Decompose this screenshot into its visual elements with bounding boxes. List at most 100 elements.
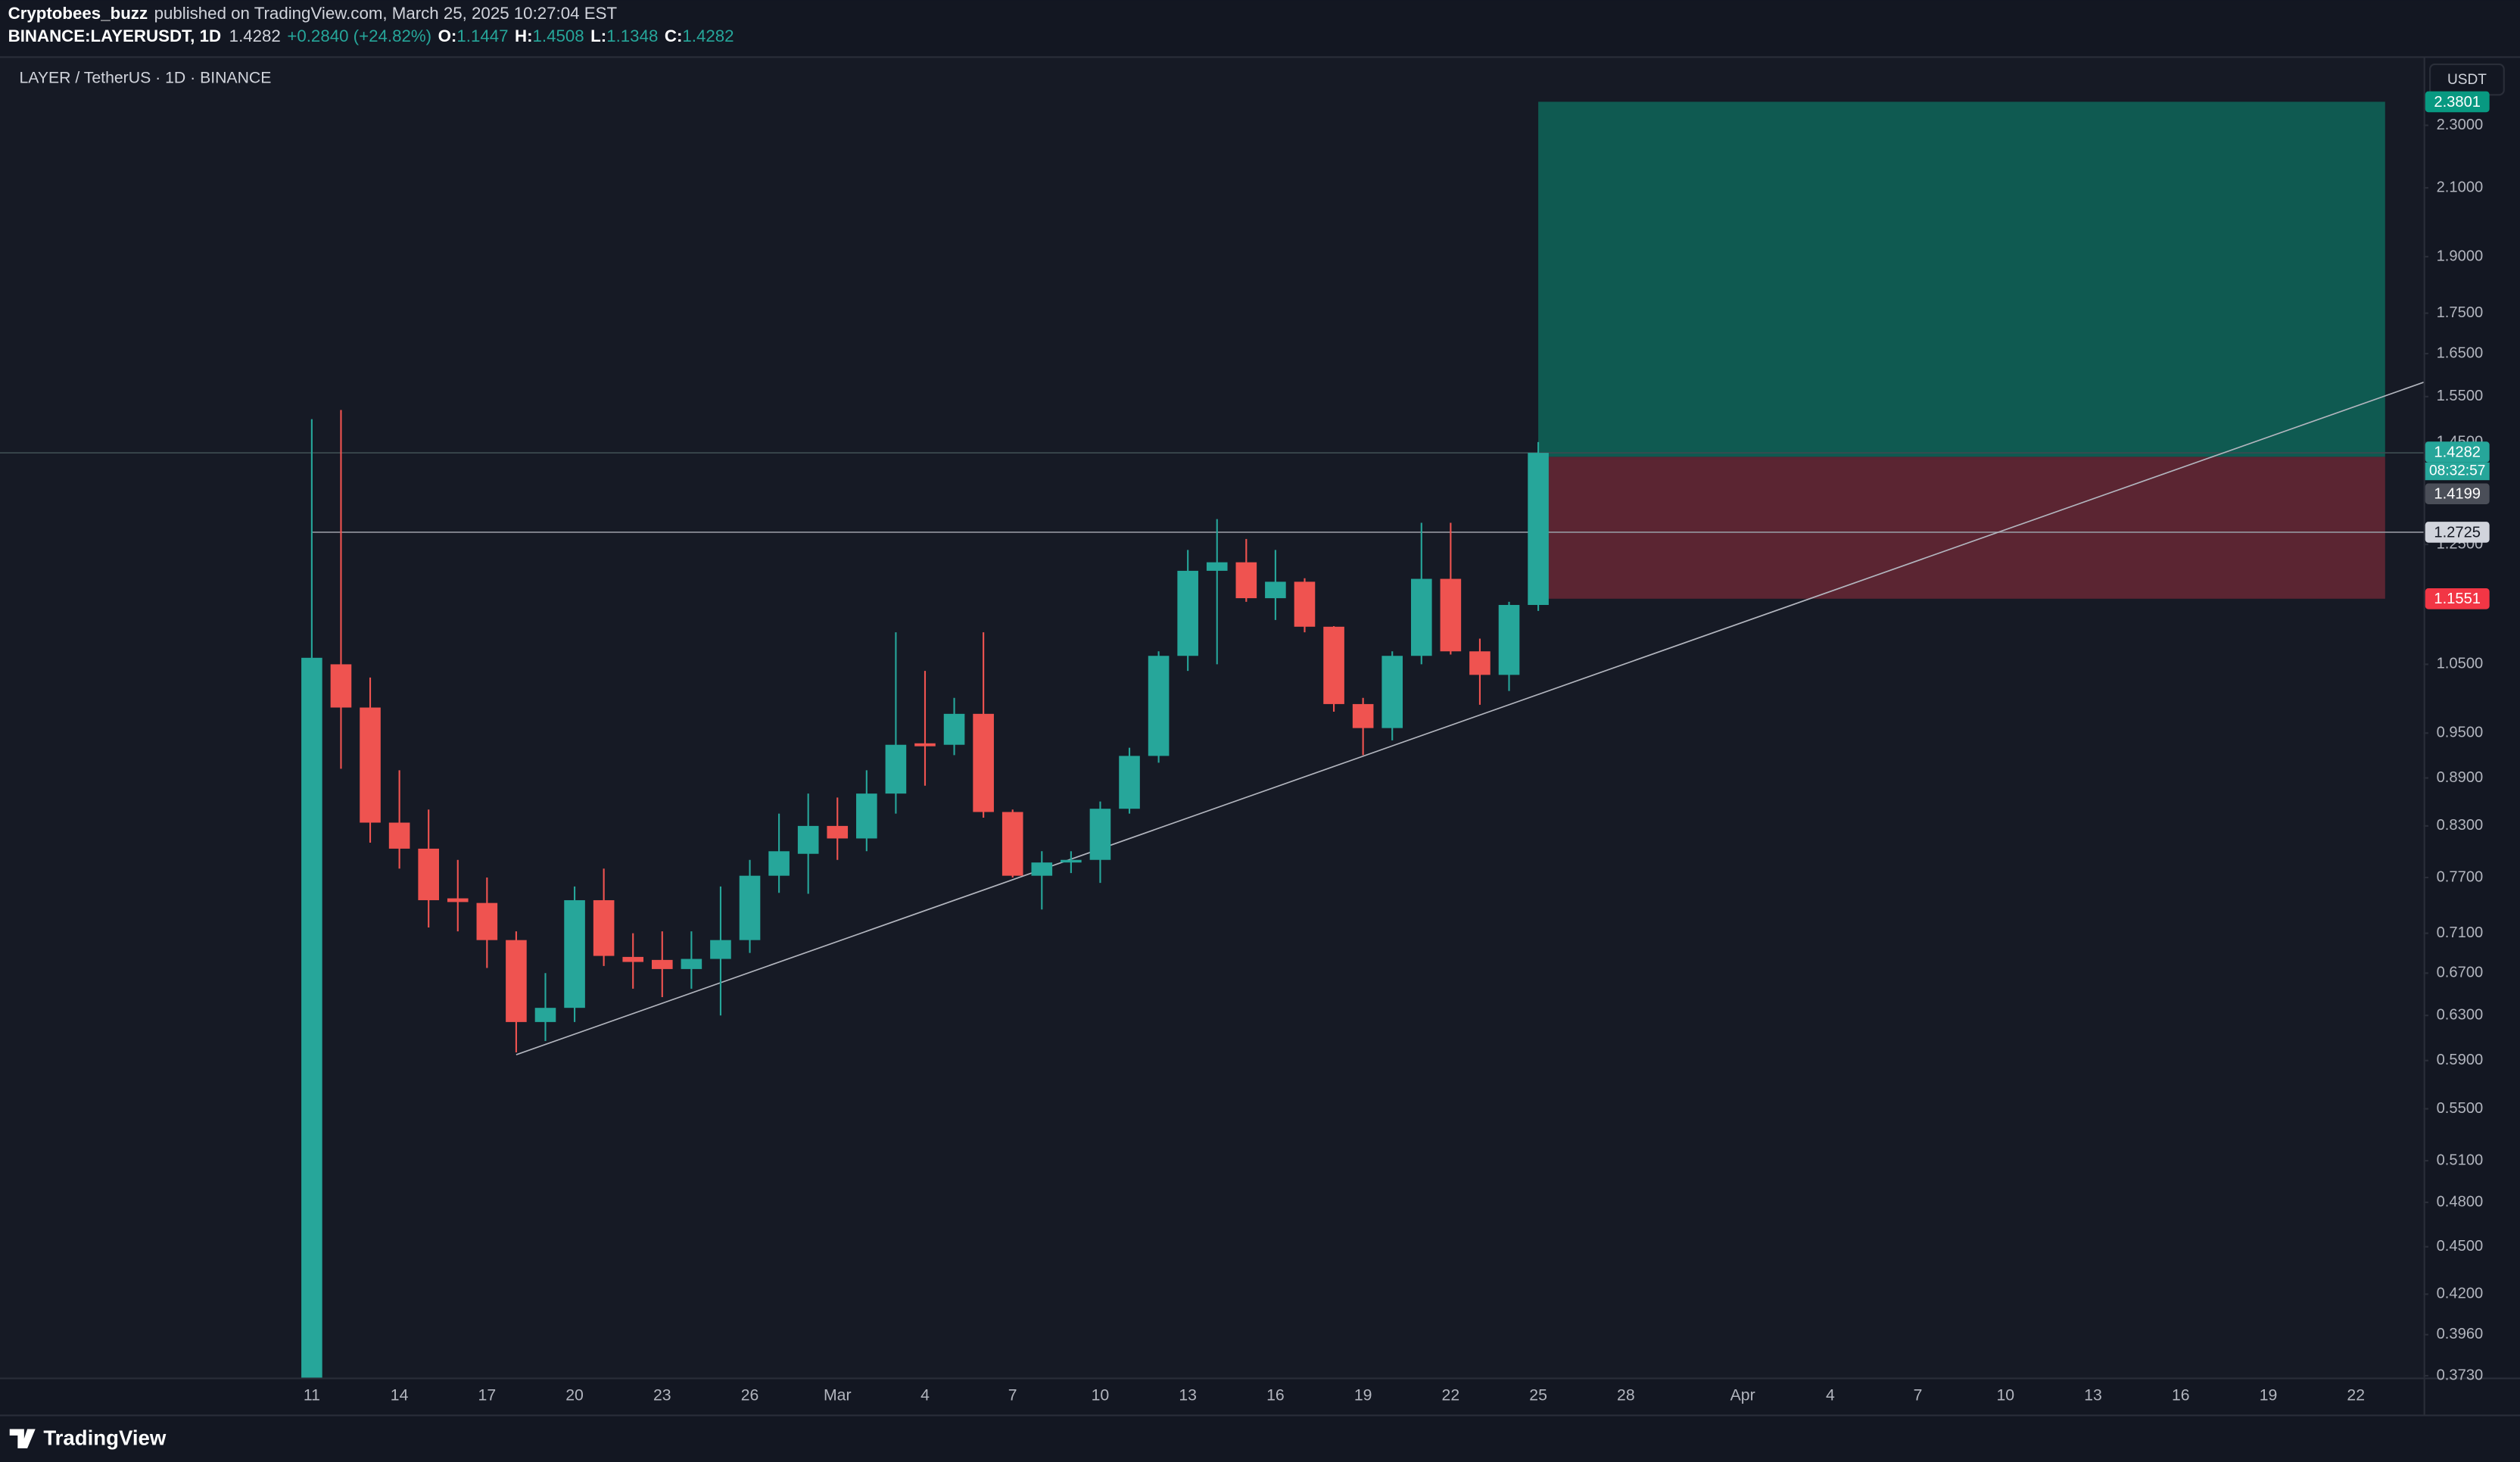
candle-body — [768, 851, 790, 876]
logo-icon — [9, 1429, 36, 1448]
candle-body — [1410, 578, 1432, 656]
currency-label[interactable]: USDT — [2447, 72, 2487, 88]
y-tick-label: 0.8900 — [2437, 769, 2484, 786]
x-tick-label: 20 — [565, 1387, 584, 1404]
ohlc-label: O: — [438, 26, 457, 45]
y-tick-label: 1.9000 — [2437, 248, 2484, 264]
x-tick-label: 26 — [741, 1387, 759, 1404]
candle-body — [388, 822, 410, 849]
ohlc-label: L: — [590, 26, 606, 45]
y-tick-label: 0.3960 — [2437, 1326, 2484, 1342]
candle-body — [710, 940, 731, 959]
x-tick-label: 28 — [1617, 1387, 1635, 1404]
candle-body — [1265, 581, 1286, 599]
change: +0.2840 (+24.82%) — [287, 26, 431, 45]
x-tick-label: 16 — [1266, 1387, 1285, 1404]
x-tick-label: 4 — [1826, 1387, 1835, 1404]
y-tick-label: 2.3000 — [2437, 117, 2484, 133]
countdown: 08:32:57 — [2429, 463, 2485, 479]
x-tick-label: 11 — [304, 1387, 320, 1404]
candle-body — [797, 825, 819, 854]
y-tick-label: 2.1000 — [2437, 179, 2484, 195]
candle-body — [476, 902, 498, 940]
candle-body — [681, 959, 702, 969]
ohlc-value: 1.4282 — [682, 26, 734, 45]
candle-body — [885, 744, 907, 794]
candle-body — [564, 899, 585, 1008]
y-tick-label: 0.8300 — [2437, 817, 2484, 834]
ohlc-value: 1.4508 — [533, 26, 584, 45]
candle-body — [1089, 809, 1111, 860]
candle-body — [506, 940, 527, 1022]
candle-body — [1323, 626, 1344, 704]
candle-body — [1381, 656, 1403, 728]
y-tick-label: 1.7500 — [2437, 304, 2484, 321]
x-tick-label: 7 — [1008, 1387, 1017, 1404]
candle-body — [1235, 562, 1257, 599]
x-tick-label: 10 — [1997, 1387, 2015, 1404]
candle-body — [593, 899, 615, 956]
countdown-bg — [2425, 462, 2490, 481]
branding: TradingView — [43, 1426, 167, 1450]
target-badge: 2.3801 — [2434, 94, 2481, 111]
candle-body — [943, 713, 965, 745]
candle-body — [622, 956, 644, 962]
target-zone — [1538, 101, 2385, 457]
candle-body — [1177, 570, 1198, 656]
chart-title: LAYER / TetherUS · 1D · BINANCE — [19, 70, 271, 87]
candle-body — [447, 898, 469, 902]
y-tick-label: 0.7700 — [2437, 868, 2484, 885]
x-tick-label: 16 — [2172, 1387, 2190, 1404]
plot-layer — [0, 101, 2424, 1378]
ohlc-label: H: — [515, 26, 533, 45]
x-tick-label: 23 — [653, 1387, 671, 1404]
y-tick-label: 0.6300 — [2437, 1007, 2484, 1024]
y-tick-label: 0.7100 — [2437, 924, 2484, 941]
y-tick-label: 1.0500 — [2437, 656, 2484, 672]
candle-body — [1498, 605, 1520, 675]
trendline — [516, 382, 2424, 1055]
y-tick-label: 0.4200 — [2437, 1286, 2484, 1302]
candle-body — [1031, 862, 1053, 876]
candle-body — [360, 707, 381, 823]
x-tick-label: 25 — [1529, 1387, 1547, 1404]
entry-badge: 1.4199 — [2434, 486, 2481, 503]
x-tick-label: 19 — [1354, 1387, 1372, 1404]
x-tick-label: 17 — [478, 1387, 497, 1404]
y-tick-label: 1.5500 — [2437, 388, 2484, 404]
header-line: BINANCE:LAYERUSDT, 1D 1.4282 +0.2840 (+24.… — [8, 26, 734, 45]
y-tick-label: 0.4500 — [2437, 1238, 2484, 1255]
x-tick-label: 13 — [1179, 1387, 1197, 1404]
x-tick-label: 22 — [1442, 1387, 1460, 1404]
author: Cryptobees_buzz — [8, 4, 148, 23]
y-tick-label: 0.4800 — [2437, 1193, 2484, 1210]
x-tick-label: 7 — [1914, 1387, 1923, 1404]
y-tick-label: 0.5900 — [2437, 1052, 2484, 1068]
candle-body — [534, 1008, 556, 1022]
candle-body — [827, 825, 849, 839]
candle-body — [1440, 578, 1462, 652]
candle-body — [301, 657, 322, 1378]
candle-body — [418, 848, 439, 900]
header-line: Cryptobees_buzz published on TradingView.… — [8, 4, 618, 23]
candle-body — [1528, 453, 1549, 606]
price-badge-bg — [2425, 441, 2490, 463]
x-tick-label: 10 — [1092, 1387, 1110, 1404]
x-tick-label: 13 — [2084, 1387, 2102, 1404]
byline: published on TradingView.com, March 25, … — [154, 4, 618, 23]
candle-body — [1001, 812, 1023, 876]
x-tick-label: Apr — [1730, 1387, 1755, 1404]
x-tick-label: Mar — [824, 1387, 852, 1404]
y-tick-label: 0.6700 — [2437, 965, 2484, 981]
last-price: 1.4282 — [229, 26, 281, 45]
candle-body — [856, 793, 877, 839]
y-tick-label: 1.6500 — [2437, 344, 2484, 361]
candle-body — [1469, 651, 1491, 675]
candle-body — [651, 959, 673, 969]
symbol: BINANCE:LAYERUSDT, 1D — [8, 26, 221, 45]
ohlc-label: C: — [665, 26, 683, 45]
axis-layer: 0.3730 0.3960 0.4200 0.4500 0.4800 0.5100 0.55… — [304, 91, 2490, 1404]
candle-body — [1061, 859, 1082, 863]
target-badge-bg — [2425, 91, 2490, 113]
